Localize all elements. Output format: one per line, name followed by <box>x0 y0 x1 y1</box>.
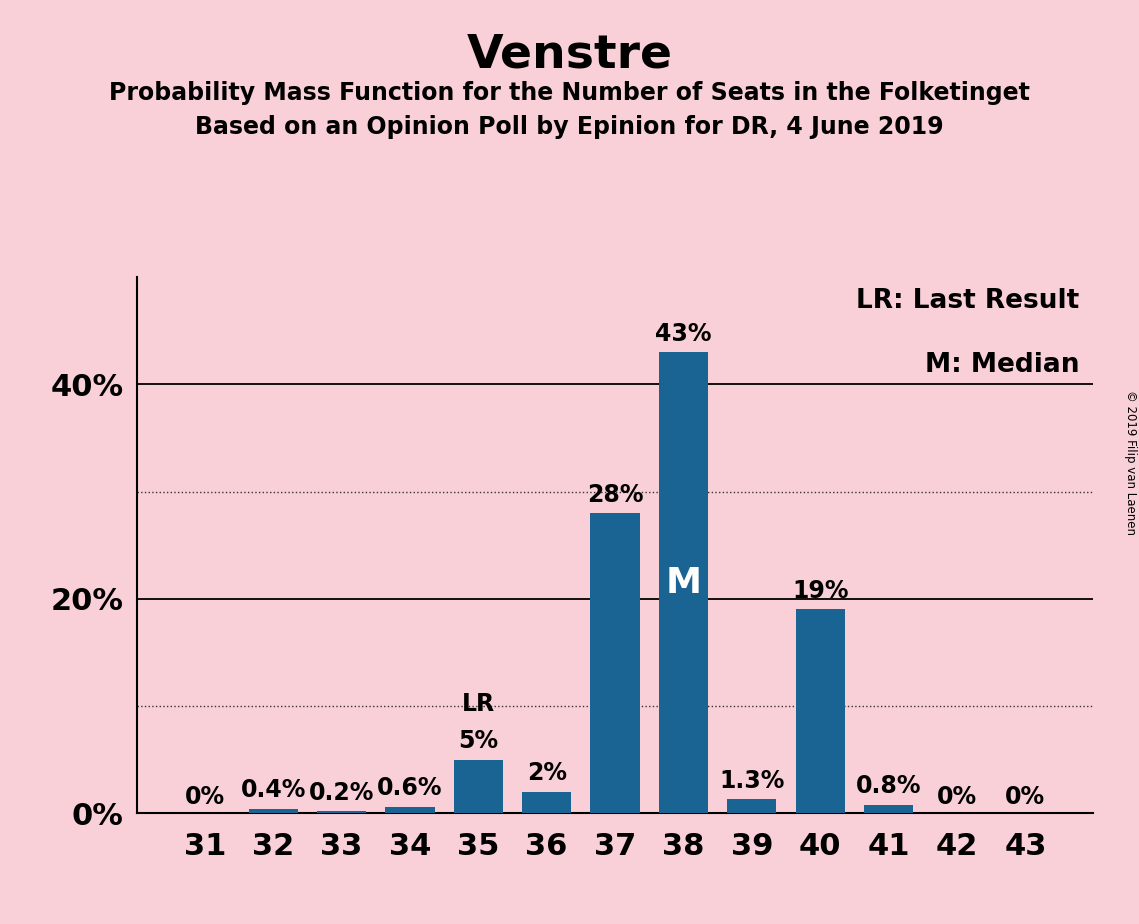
Text: 28%: 28% <box>587 482 644 506</box>
Bar <box>385 807 435 813</box>
Text: 0%: 0% <box>1006 784 1046 808</box>
Text: LR: LR <box>461 691 494 715</box>
Text: 2%: 2% <box>526 761 567 785</box>
Text: M: M <box>665 565 702 600</box>
Text: 0.2%: 0.2% <box>309 781 375 805</box>
Text: 0.6%: 0.6% <box>377 776 443 800</box>
Text: 43%: 43% <box>655 322 712 346</box>
Text: © 2019 Filip van Laenen: © 2019 Filip van Laenen <box>1124 390 1137 534</box>
Text: 1.3%: 1.3% <box>719 769 785 793</box>
Text: 5%: 5% <box>458 729 499 753</box>
Bar <box>522 792 572 813</box>
Bar <box>317 811 366 813</box>
Text: 0.4%: 0.4% <box>240 778 306 802</box>
Text: 0.8%: 0.8% <box>855 774 921 798</box>
Text: Based on an Opinion Poll by Epinion for DR, 4 June 2019: Based on an Opinion Poll by Epinion for … <box>195 115 944 139</box>
Bar <box>248 808 297 813</box>
Bar <box>865 805 913 813</box>
Bar <box>590 513 640 813</box>
Bar <box>727 799 777 813</box>
Text: 0%: 0% <box>185 784 224 808</box>
Text: 19%: 19% <box>792 579 849 603</box>
Bar <box>795 610 845 813</box>
Text: M: Median: M: Median <box>925 352 1079 378</box>
Text: Probability Mass Function for the Number of Seats in the Folketinget: Probability Mass Function for the Number… <box>109 81 1030 105</box>
Text: 0%: 0% <box>937 784 977 808</box>
Bar <box>453 760 503 813</box>
Bar <box>658 352 708 813</box>
Text: LR: Last Result: LR: Last Result <box>855 288 1079 314</box>
Text: Venstre: Venstre <box>467 32 672 78</box>
